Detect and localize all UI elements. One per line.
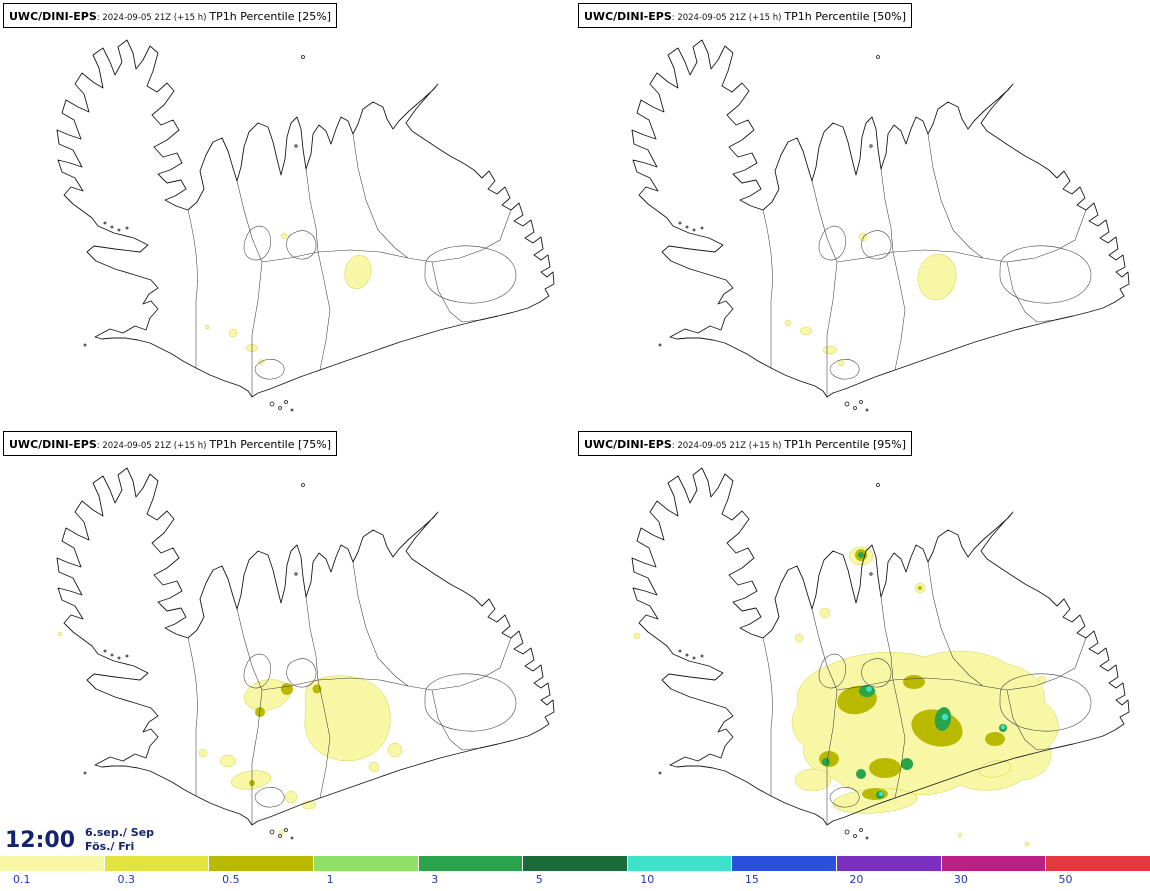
legend-swatch-20 <box>837 856 942 871</box>
model-name: UWC/DINI-EPS <box>9 10 97 23</box>
legend-label-3: 3 <box>431 873 439 886</box>
precip-overlay-50 <box>784 232 957 367</box>
legend-label-20: 20 <box>849 873 864 886</box>
legend-swatch-3 <box>418 856 524 871</box>
panel-title-25: UWC/DINI-EPS: 2024-09-05 21Z (+15 h) TP1h… <box>3 3 338 28</box>
legend-swatch-0.1 <box>0 856 105 871</box>
legend-label-5: 5 <box>535 873 543 886</box>
iceland-map-75 <box>56 467 555 840</box>
panel-grid: UWC/DINI-EPS: 2024-09-05 21Z (+15 h) TP1h… <box>0 0 1150 856</box>
legend-label-10: 10 <box>640 873 655 886</box>
valid-time: 12:00 <box>5 827 76 853</box>
precip-overlay-75 <box>57 631 403 835</box>
iceland-map-95 <box>608 445 1130 847</box>
run-info: : 2024-09-05 21Z (+15 h) <box>671 441 782 451</box>
run-info: : 2024-09-05 21Z (+15 h) <box>671 13 782 23</box>
legend-label-0.5: 0.5 <box>222 873 240 886</box>
legend-swatch-5 <box>523 856 628 871</box>
legend-label-1: 1 <box>326 873 334 886</box>
legend-label-0.1: 0.1 <box>13 873 31 886</box>
model-name: UWC/DINI-EPS <box>584 10 672 23</box>
legend-label-15: 15 <box>744 873 759 886</box>
panel-title-95: UWC/DINI-EPS: 2024-09-05 21Z (+15 h) TP1h… <box>578 431 913 456</box>
iceland-map-50 <box>631 39 1130 412</box>
legend-swatch-10 <box>627 856 733 871</box>
run-info: : 2024-09-05 21Z (+15 h) <box>96 13 207 23</box>
legend-label-30: 30 <box>953 873 968 886</box>
model-name: UWC/DINI-EPS <box>9 438 97 451</box>
valid-time-block: 12:00 6.sep./ Sep Fös./ Fri <box>5 825 165 855</box>
iceland-map-25 <box>56 39 555 412</box>
panel-title-75: UWC/DINI-EPS: 2024-09-05 21Z (+15 h) TP1h… <box>3 431 338 456</box>
forecast-panel-95: UWC/DINI-EPS: 2024-09-05 21Z (+15 h) TP1h… <box>575 428 1150 856</box>
legend-label-50: 50 <box>1058 873 1073 886</box>
legend-swatch-0.3 <box>104 856 210 871</box>
legend-swatch-0.5 <box>209 856 314 871</box>
valid-date: 6.sep./ Sep Fös./ Fri <box>85 826 154 855</box>
valid-date-top: 6.sep./ Sep <box>85 825 155 839</box>
legend-label-0.3: 0.3 <box>117 873 136 886</box>
forecast-panel-75: UWC/DINI-EPS: 2024-09-05 21Z (+15 h) TP1h… <box>0 428 575 856</box>
legend-swatch-50 <box>1046 856 1150 871</box>
precip-color-scale: 0.1 0.3 0.5 1 3 5 10 15 20 30 50 <box>0 856 1150 891</box>
product-name: TP1h Percentile [50%] <box>784 10 907 23</box>
legend-bar <box>0 856 1150 871</box>
legend-swatch-15 <box>732 856 838 871</box>
legend-swatch-1 <box>313 856 419 871</box>
forecast-panel-50: UWC/DINI-EPS: 2024-09-05 21Z (+15 h) TP1h… <box>575 0 1150 428</box>
valid-date-bottom: Fös./ Fri <box>85 840 135 853</box>
product-name: TP1h Percentile [95%] <box>784 438 907 451</box>
panel-title-50: UWC/DINI-EPS: 2024-09-05 21Z (+15 h) TP1h… <box>578 3 913 28</box>
legend-labels: 0.1 0.3 0.5 1 3 5 10 15 20 30 50 <box>0 871 1150 886</box>
product-name: TP1h Percentile [75%] <box>209 438 332 451</box>
run-info: : 2024-09-05 21Z (+15 h) <box>96 441 207 451</box>
legend-swatch-30 <box>941 856 1047 871</box>
product-name: TP1h Percentile [25%] <box>209 10 332 23</box>
model-name: UWC/DINI-EPS <box>584 438 672 451</box>
forecast-panel-25: UWC/DINI-EPS: 2024-09-05 21Z (+15 h) TP1h… <box>0 0 575 428</box>
precip-overlay-25 <box>204 232 372 365</box>
